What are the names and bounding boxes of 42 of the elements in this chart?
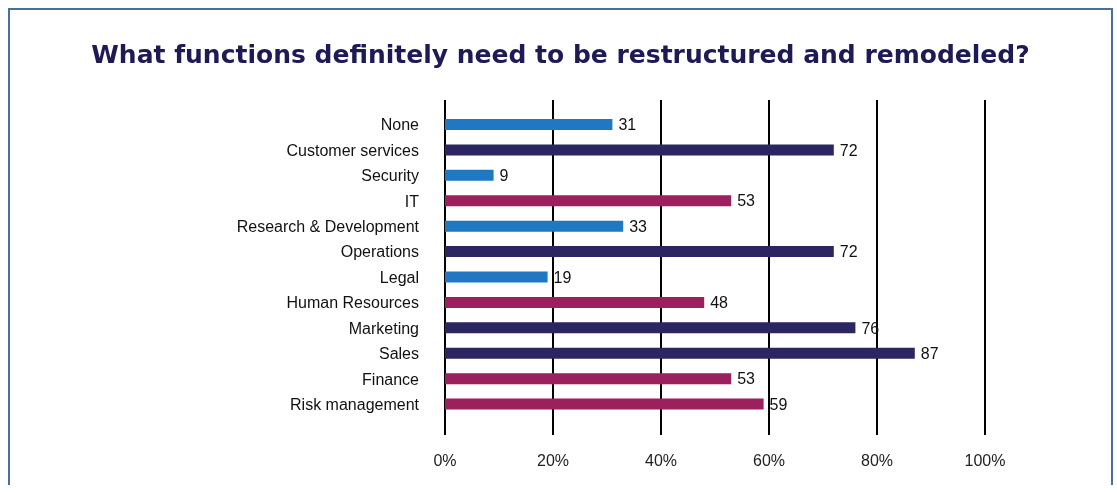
data-label: 87 — [920, 344, 939, 362]
bar — [445, 169, 494, 181]
data-label: 53 — [737, 370, 756, 388]
x-tick-label: 100% — [964, 452, 1006, 470]
bar — [445, 195, 732, 207]
data-label: 72 — [839, 243, 858, 261]
data-label: 53 — [737, 192, 756, 210]
bar — [445, 398, 764, 410]
y-tick-label: Finance — [362, 370, 420, 388]
bar — [445, 373, 732, 385]
bar — [445, 246, 834, 258]
data-label: 9 — [499, 167, 509, 185]
bar — [445, 144, 834, 156]
x-tick-label: 80% — [860, 452, 894, 470]
data-label: 48 — [710, 294, 729, 312]
data-label: 72 — [839, 141, 858, 159]
bar — [445, 347, 915, 359]
bar — [445, 119, 613, 130]
y-tick-label: IT — [404, 192, 420, 210]
y-tick-label: Human Resources — [286, 294, 419, 312]
bar — [445, 322, 856, 334]
x-tick-label: 0% — [433, 452, 457, 470]
y-tick-label: Security — [361, 167, 419, 185]
data-label: 31 — [618, 116, 637, 134]
x-tick-label: 40% — [644, 452, 678, 470]
y-tick-label: Operations — [340, 243, 419, 261]
y-tick-label: Sales — [378, 345, 419, 363]
y-tick-label: Research & Development — [236, 218, 420, 236]
x-tick-label: 60% — [752, 452, 786, 470]
chart-title: What functions definitely need to be restructured and remodeled? — [90, 40, 1031, 71]
x-tick-label: 20% — [536, 452, 570, 470]
data-label: 59 — [769, 395, 788, 413]
bar — [445, 220, 624, 232]
y-tick-label: Legal — [379, 268, 419, 286]
y-tick-label: Customer services — [286, 141, 419, 159]
bar — [445, 296, 705, 308]
y-tick-label: Marketing — [348, 319, 419, 337]
data-label: 19 — [553, 268, 572, 286]
y-tick-label: Risk management — [290, 395, 420, 413]
bar — [445, 271, 548, 283]
data-label: 33 — [629, 217, 648, 235]
y-tick-label: None — [380, 116, 420, 134]
